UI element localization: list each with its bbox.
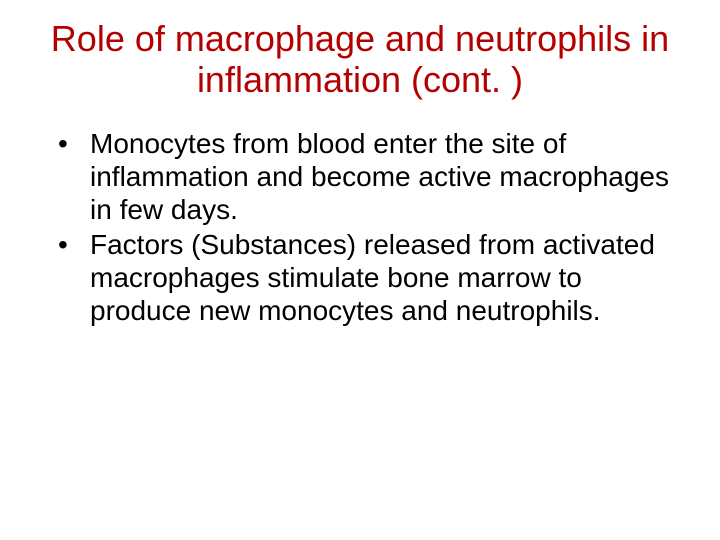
slide: Role of macrophage and neutrophils in in… xyxy=(0,0,720,540)
slide-title: Role of macrophage and neutrophils in in… xyxy=(40,18,680,101)
list-item: Monocytes from blood enter the site of i… xyxy=(52,127,680,226)
list-item: Factors (Substances) released from activ… xyxy=(52,228,680,327)
bullet-list: Monocytes from blood enter the site of i… xyxy=(52,127,680,327)
